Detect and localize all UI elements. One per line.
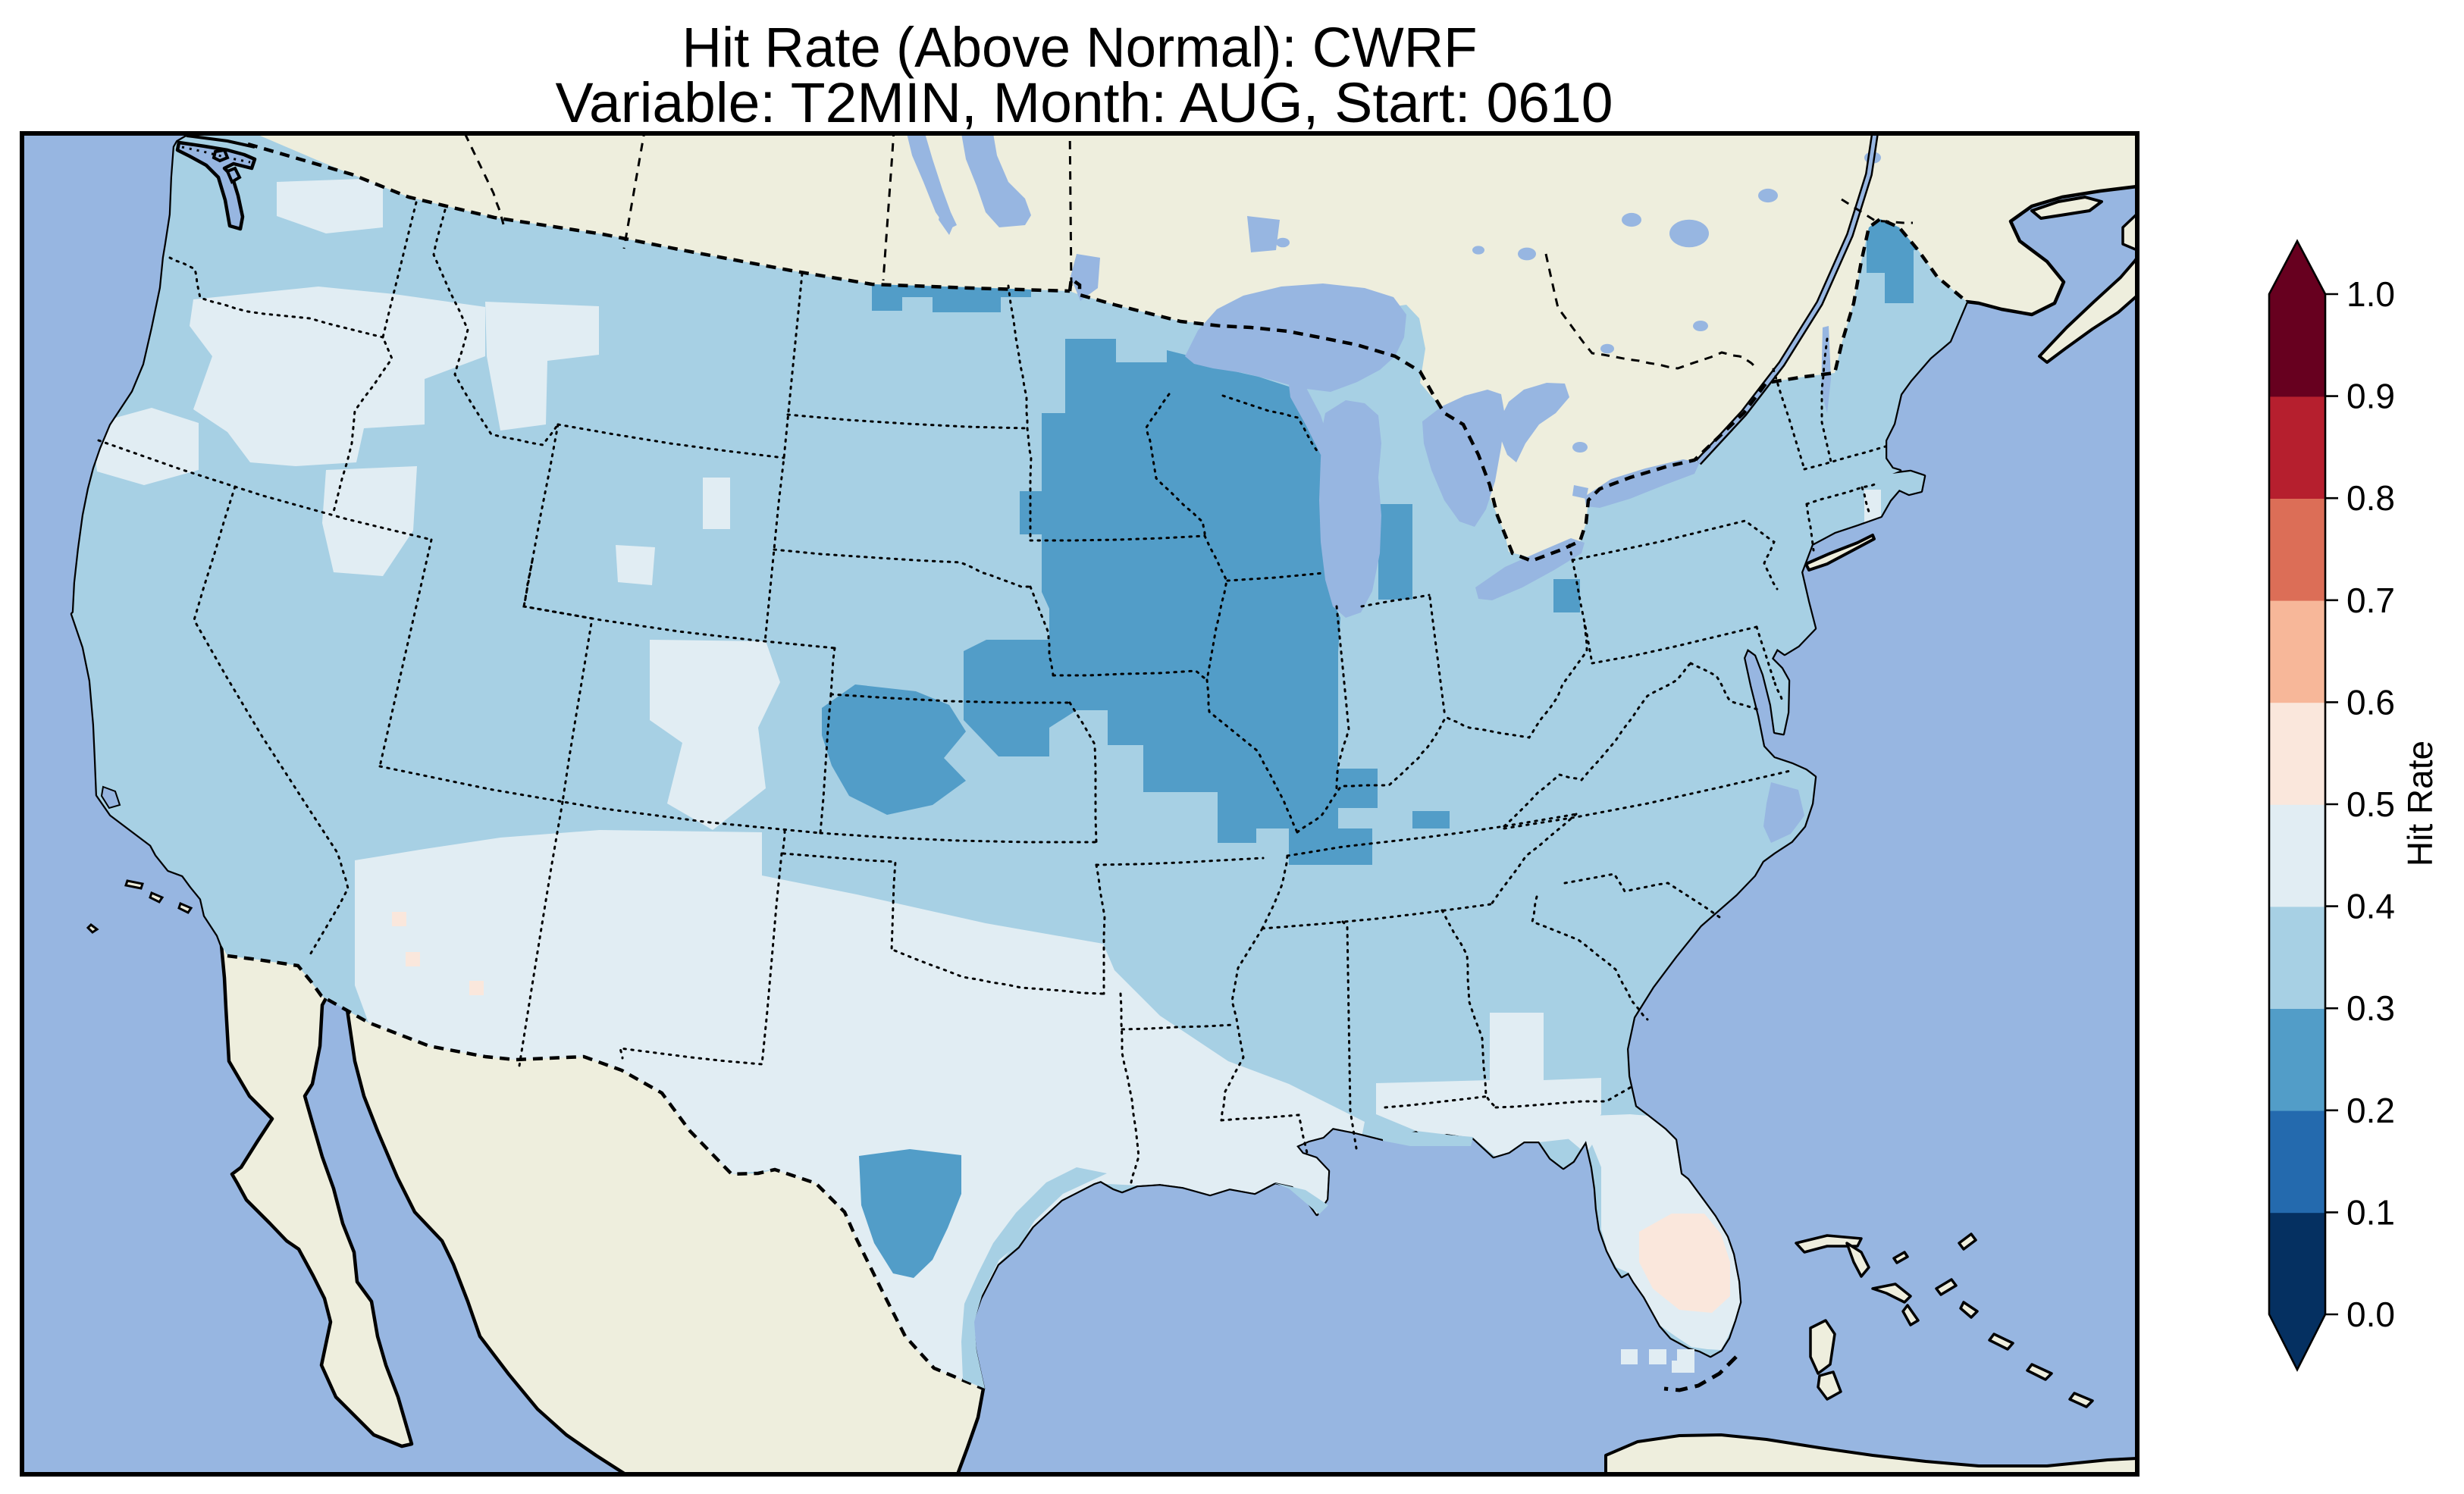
svg-text:Variable: T2MIN, Month: AUG, S: Variable: T2MIN, Month: AUG, Start: 0610 bbox=[556, 71, 1613, 134]
svg-text:0.1: 0.1 bbox=[2346, 1192, 2395, 1232]
svg-text:1.0: 1.0 bbox=[2346, 274, 2395, 314]
svg-text:Hit Rate: Hit Rate bbox=[2400, 741, 2440, 866]
svg-text:Hit Rate (Above Normal): CWRF: Hit Rate (Above Normal): CWRF bbox=[682, 16, 1478, 79]
svg-text:0.4: 0.4 bbox=[2346, 887, 2395, 926]
svg-text:0.5: 0.5 bbox=[2346, 785, 2395, 824]
svg-text:0.6: 0.6 bbox=[2346, 682, 2395, 722]
svg-text:0.8: 0.8 bbox=[2346, 478, 2395, 518]
svg-text:0.2: 0.2 bbox=[2346, 1091, 2395, 1130]
svg-text:0.9: 0.9 bbox=[2346, 377, 2395, 416]
svg-text:0.3: 0.3 bbox=[2346, 988, 2395, 1028]
svg-text:0.0: 0.0 bbox=[2346, 1295, 2395, 1334]
svg-text:0.7: 0.7 bbox=[2346, 581, 2395, 620]
